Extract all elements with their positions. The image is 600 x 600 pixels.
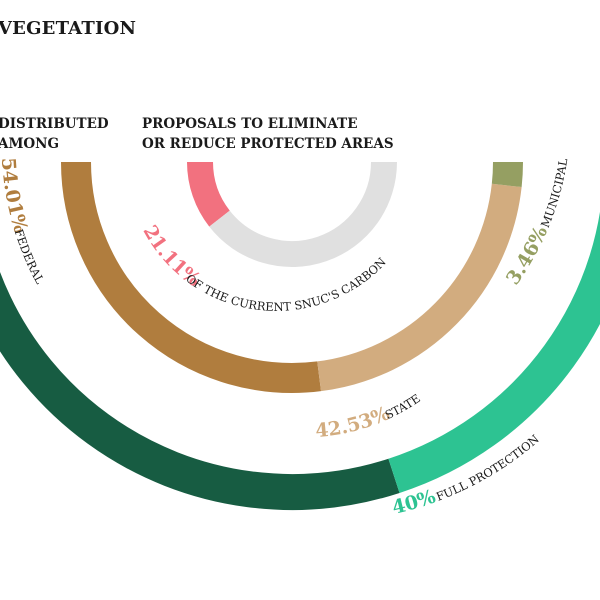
proposals-arc-remainder [209,161,397,267]
distribution-heading-line-1: DISTRIBUTED [0,116,109,132]
state-caption-label: STATE [383,391,423,422]
proposals-heading-line-1: PROPOSALS TO ELIMINATE [142,116,358,132]
federal-value-label: 54.01% [0,157,32,236]
protection-arc-full-protection [388,211,600,493]
chart-title: VEGETATION [0,18,137,39]
municipal-caption-label: MUNICIPAL [538,157,571,230]
distribution-heading-line-2: AMONG [0,136,60,152]
distribution-arc-federal [61,161,322,393]
distribution-arc-state [317,183,522,392]
proposals-heading: PROPOSALS TO ELIMINATE OR REDUCE PROTECT… [142,114,394,154]
ring-arcs [0,161,600,510]
protection-arc-sustainable-use [0,271,400,510]
distribution-heading: DISTRIBUTED AMONG [0,114,109,154]
federal-caption-label: FEDERAL [12,227,48,286]
state-value-label: 42.53% [314,402,392,442]
proposals-heading-line-2: OR REDUCE PROTECTED AREAS [142,136,394,152]
distribution-arc-municipal [491,161,524,188]
proposals-arc-proposals [187,161,231,227]
